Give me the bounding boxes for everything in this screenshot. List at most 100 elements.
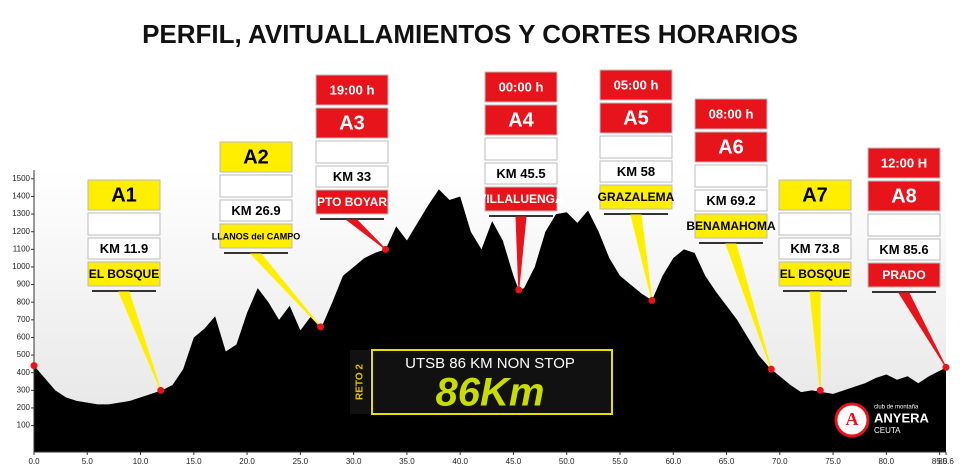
aid-pointer [249,253,321,328]
x-tick-label: 50.0 [559,457,575,466]
chart-title: PERFIL, AVITUALLAMIENTOS Y CORTES HORARI… [142,19,798,49]
x-tick-label: 15.0 [186,457,202,466]
aid-km: KM 11.9 [100,241,148,256]
aid-place-box [778,261,852,287]
aid-km-box [484,162,558,185]
aid-place-box [87,261,161,287]
badge-frame [371,349,613,415]
y-tick-label: 1100 [13,244,31,253]
aid-label-box [778,179,852,211]
aid-blank-box [778,212,852,236]
aid-station: 08:00 h A6 KM 69.2 BENAMAHOMA [686,98,776,373]
svg-text:A: A [846,409,859,429]
aid-pointer [898,292,947,368]
aid-time-box [694,98,768,130]
club-logo: A club de montaña ANYERA CEUTA [834,402,930,438]
aid-station: A2 KM 26.9 LLANOS del CAMPO [212,141,325,331]
club-icon [834,402,870,438]
badge-side [350,350,370,414]
aid-pointer [630,214,653,301]
aid-point [816,386,824,394]
y-tick-label: 1500 [12,174,30,183]
aid-point [382,245,390,253]
aid-pointer [725,243,772,370]
plot: 100 200 300 400 500 600 700 800 900 1000 1100 1200 1… [12,69,954,466]
y-tick-label: 300 [17,385,31,394]
aid-label: A1 [111,184,137,206]
aid-place-box [867,262,941,288]
aid-place: GRAZALEMA [598,190,675,204]
aid-blank-box [867,213,941,237]
club-small: club de montaña [874,405,919,411]
badge-caption: UTSB 86 KM NON STOP [405,355,575,372]
aid-time: 05:00 h [614,77,659,92]
aid-label: A5 [623,107,649,129]
y-tick-label: 500 [17,350,31,359]
x-tick-label: 65.0 [719,457,735,466]
aid-place: BENAMAHOMA [686,219,776,233]
aid-time-box [315,74,389,106]
aid-label: A2 [243,146,269,168]
aid-km-box [694,189,768,212]
aid-label: A7 [802,184,828,206]
aid-label-box [867,180,941,212]
x-tick-label: 20.0 [239,457,255,466]
x-tick-label: 10.0 [133,457,149,466]
aid-km: KM 26.9 [231,203,280,218]
aid-label: A4 [508,109,534,131]
aid-label: A8 [891,185,917,207]
aid-place: EL BOSQUE [780,267,850,281]
aid-station: 19:00 h A3 KM 33 PTO BOYAR [315,74,390,253]
club-name: ANYERA [874,410,930,425]
aid-blank-box [599,135,673,159]
aid-time: 08:00 h [709,106,754,121]
aid-blank-box [87,212,161,236]
aid-km: KM 33 [333,169,371,184]
aid-place-box [694,213,768,239]
aid-km: KM 45.5 [496,166,545,181]
aid-km-box [599,160,673,183]
aid-place: PTO BOYAR [317,195,387,209]
x-tick-label: 85.0 [932,457,948,466]
aid-label-box [219,141,293,173]
x-tick-label: 55.0 [612,457,628,466]
x-tick-label: 25.0 [293,457,309,466]
aid-blank-box [694,164,768,188]
y-tick-label: 1200 [12,227,30,236]
y-tick-label: 1000 [12,262,30,271]
aid-km-box [778,237,852,260]
aid-blank-box [315,140,389,164]
x-tick-label: 5.0 [82,457,94,466]
aid-point [157,386,165,394]
aid-place-box [484,186,558,212]
x-tick-label: 60.0 [665,457,681,466]
x-tick-label: 35.0 [399,457,415,466]
aid-place: VILLALUENGA [478,192,564,206]
aid-place: LLANOS del CAMPO [212,231,301,241]
aid-pointer [809,291,821,391]
aid-station: A1 KM 11.9 EL BOSQUE [87,179,165,394]
aid-time-box [867,147,941,179]
start-point [30,362,38,370]
y-tick-label: 200 [17,403,31,412]
aid-place: EL BOSQUE [89,267,159,281]
aid-km: KM 85.6 [879,242,928,257]
aid-time: 00:00 h [499,79,544,94]
aid-point [942,363,950,371]
elevation-area [34,189,946,452]
x-tick-label: 80.0 [879,457,895,466]
y-tick-label: 1300 [12,209,30,218]
aid-km-box [315,165,389,188]
aid-place-box [315,189,389,215]
aid-label: A3 [339,112,365,134]
aid-label-box [87,179,161,211]
y-tick-label: 100 [17,421,31,430]
aid-label: A6 [718,136,744,158]
x-tick-label: 75.0 [825,457,841,466]
aid-label-box [484,104,558,136]
aid-time-box [484,71,558,103]
x-tick-label: 45.0 [506,457,522,466]
y-tick-label: 700 [17,315,31,324]
aid-pointer [118,291,162,391]
aid-point [767,365,775,373]
